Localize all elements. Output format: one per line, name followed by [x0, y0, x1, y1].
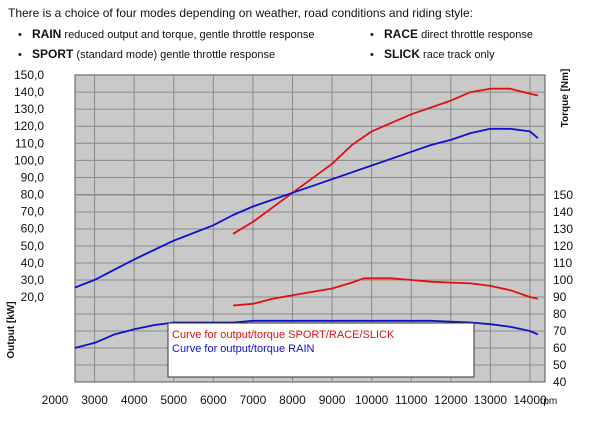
x-tick-label: 13000: [474, 393, 508, 407]
mode-rain: • RAIN reduced output and torque, gentle …: [18, 27, 315, 41]
left-tick-label: 140,0: [14, 85, 44, 99]
rain-output-curve: [74, 127, 539, 289]
mode-name: RACE: [384, 27, 419, 41]
x-axis-label: rpm: [540, 396, 557, 407]
left-axis-ticks: 150,0 140,0 130,0 120,0 110,0 100,0 90,0 80,0 70…: [14, 68, 44, 304]
left-tick-label: 130,0: [14, 102, 44, 116]
left-tick-label: 40,0: [21, 256, 45, 270]
left-tick-label: 80,0: [21, 188, 45, 202]
x-tick-label: 2000: [42, 393, 69, 407]
mode-name: RAIN: [32, 27, 62, 41]
bullet-icon: •: [18, 49, 22, 61]
left-tick-label: 120,0: [14, 119, 44, 133]
right-tick-label: 50: [553, 358, 567, 372]
curves: [74, 87, 539, 349]
mode-desc: (standard mode) gentle throttle response: [73, 49, 276, 61]
x-tick-label: 4000: [121, 393, 148, 407]
left-tick-label: 20,0: [21, 290, 45, 304]
left-tick-label: 100,0: [14, 153, 44, 167]
sport-torque-curve: [233, 277, 539, 307]
legend-label-rain: Curve for output/torque RAIN: [172, 343, 315, 355]
mode-name: SLICK: [384, 47, 420, 61]
x-tick-label: 3000: [81, 393, 108, 407]
left-tick-label: 90,0: [21, 170, 45, 184]
legend-label-sport: Curve for output/torque SPORT/RACE/SLICK: [172, 329, 395, 341]
right-tick-label: 60: [553, 341, 567, 355]
left-tick-label: 60,0: [21, 222, 45, 236]
mode-name: SPORT: [32, 47, 74, 61]
left-tick-label: 30,0: [21, 273, 45, 287]
mode-desc: race track only: [420, 49, 495, 61]
x-tick-label: 8000: [279, 393, 306, 407]
x-tick-label: 14000: [513, 393, 547, 407]
right-tick-label: 150: [553, 188, 573, 202]
legend: Curve for output/torque SPORT/RACE/SLICK…: [167, 322, 475, 378]
bullet-icon: •: [370, 29, 374, 41]
right-tick-label: 90: [553, 290, 567, 304]
mode-race: • RACE direct throttle response: [370, 27, 533, 41]
mode-sport: • SPORT (standard mode) gentle throttle r…: [18, 47, 275, 61]
right-tick-label: 70: [553, 324, 567, 338]
bullet-icon: •: [370, 49, 374, 61]
right-tick-label: 80: [553, 307, 567, 321]
x-tick-label: 5000: [160, 393, 187, 407]
legend-box: [167, 322, 475, 378]
intro-text: There is a choice of four modes dependin…: [8, 6, 473, 20]
right-tick-label: 40: [553, 375, 567, 389]
right-tick-label: 100: [553, 273, 573, 287]
x-tick-label: 7000: [240, 393, 267, 407]
right-tick-label: 130: [553, 222, 573, 236]
bullet-icon: •: [18, 29, 22, 41]
x-axis-ticks: 2000 3000 4000 5000 6000 7000 8000 9000 10000 110…: [42, 393, 547, 407]
left-tick-label: 110,0: [15, 136, 44, 150]
left-tick-label: 70,0: [21, 205, 45, 219]
right-tick-label: 120: [553, 239, 573, 253]
x-tick-label: 10000: [355, 393, 389, 407]
mode-desc: direct throttle response: [418, 29, 533, 41]
left-tick-label: 50,0: [21, 239, 45, 253]
right-tick-label: 110: [553, 256, 572, 270]
mode-desc: reduced output and torque, gentle thrott…: [61, 29, 315, 41]
right-tick-label: 140: [553, 205, 573, 219]
x-tick-label: 11000: [395, 393, 428, 407]
x-tick-label: 12000: [434, 393, 468, 407]
right-axis-ticks: 150 140 130 120 110 100 90 80 70 60 50 40: [553, 188, 573, 389]
x-tick-label: 9000: [319, 393, 346, 407]
left-tick-label: 150,0: [14, 68, 44, 82]
x-tick-label: 6000: [200, 393, 227, 407]
right-axis-label: Torque [Nm]: [560, 69, 571, 128]
left-axis-label: Output [kW]: [6, 301, 17, 358]
rain-torque-curve: [74, 319, 539, 349]
mode-slick: • SLICK race track only: [370, 47, 495, 61]
